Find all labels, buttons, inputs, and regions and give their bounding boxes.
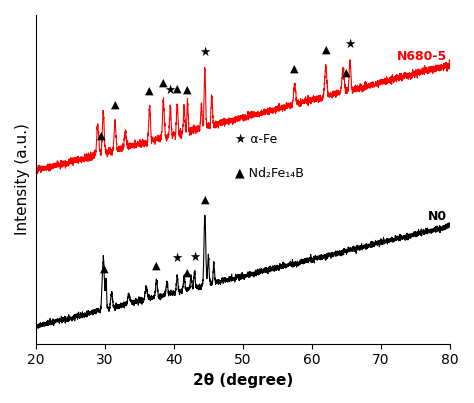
Text: ▲ Nd₂Fe₁₄B: ▲ Nd₂Fe₁₄B (235, 166, 303, 179)
Text: ▲: ▲ (173, 84, 182, 93)
Text: ▲: ▲ (201, 195, 209, 205)
Text: ★: ★ (344, 38, 356, 51)
Text: ★: ★ (199, 46, 210, 59)
Text: ▲: ▲ (97, 131, 105, 141)
Text: ▲: ▲ (342, 68, 351, 78)
Y-axis label: Intensity (a.u.): Intensity (a.u.) (15, 123, 30, 235)
Text: ▲: ▲ (146, 86, 154, 96)
Text: ★: ★ (172, 251, 183, 265)
Text: ▲: ▲ (100, 264, 109, 274)
Text: ★: ★ (164, 84, 176, 97)
Text: ▲: ▲ (321, 45, 330, 55)
X-axis label: 2θ (degree): 2θ (degree) (193, 373, 293, 388)
Text: N680-5: N680-5 (396, 50, 447, 63)
Text: ▲: ▲ (111, 100, 119, 110)
Text: ★: ★ (189, 251, 200, 264)
Text: ▲: ▲ (183, 267, 192, 277)
Text: N0: N0 (428, 210, 447, 223)
Text: ▲: ▲ (152, 261, 161, 270)
Text: ▲: ▲ (291, 63, 299, 73)
Text: ▲: ▲ (159, 78, 168, 88)
Text: ▲: ▲ (183, 84, 192, 94)
Text: ★ α-Fe: ★ α-Fe (235, 133, 277, 146)
